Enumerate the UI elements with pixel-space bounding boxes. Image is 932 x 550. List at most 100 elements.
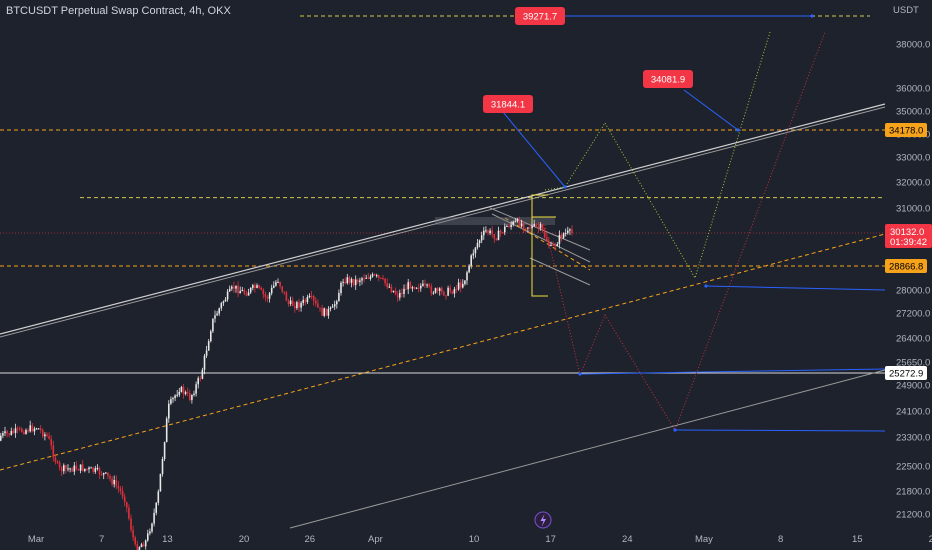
candle-body — [42, 430, 44, 437]
candle-body — [529, 227, 531, 229]
candle-body — [336, 301, 338, 305]
candle-body — [388, 286, 391, 288]
countdown-label: 01:39:42 — [890, 237, 927, 248]
candle-body — [142, 544, 145, 547]
candle-body — [390, 286, 393, 293]
candle-body — [501, 232, 504, 234]
candle-body — [296, 302, 298, 309]
candle-body — [96, 467, 99, 469]
candle-body — [268, 293, 271, 299]
candle-body — [495, 238, 498, 241]
candle-body — [434, 288, 437, 293]
candle-body — [394, 290, 397, 295]
current-price-box — [885, 224, 932, 248]
candle-body — [331, 306, 334, 308]
candle-body — [499, 230, 502, 233]
candle-body — [308, 295, 311, 298]
candle-body — [506, 225, 508, 227]
candle-body — [462, 283, 464, 288]
trendline-upper-a — [0, 103, 886, 335]
candle-body — [205, 350, 208, 356]
candle-body — [323, 308, 325, 316]
x-tick-label: May — [695, 534, 713, 545]
candle-body — [464, 280, 466, 284]
anchor-dot — [704, 284, 708, 288]
candle-body — [233, 286, 235, 289]
candle-body — [520, 223, 523, 227]
candle-body — [266, 296, 269, 299]
candle-body — [275, 282, 277, 286]
candle-body — [256, 285, 258, 288]
candle-body — [350, 278, 353, 283]
candle-body — [168, 403, 170, 419]
candle-body — [212, 318, 214, 332]
candle-body — [56, 461, 59, 463]
candle-body — [453, 288, 456, 294]
candle-body — [325, 308, 328, 316]
candle-body — [48, 435, 50, 439]
x-tick-label: Mar — [28, 534, 44, 545]
candle-body — [195, 384, 197, 394]
candle-body — [170, 399, 172, 404]
candle-body — [88, 467, 90, 470]
target-marker-pill[interactable] — [643, 70, 693, 88]
candle-body — [348, 277, 351, 283]
candle-body — [317, 303, 319, 308]
x-tick-label: 24 — [622, 534, 633, 545]
candle-body — [184, 392, 187, 394]
candle-body — [186, 392, 189, 394]
candle-body — [60, 467, 63, 472]
candle-body — [487, 230, 489, 234]
candle-body — [373, 274, 376, 276]
x-tick-label: Apr — [368, 534, 383, 545]
x-tick-label: 26 — [304, 534, 315, 545]
candle-body — [367, 277, 370, 279]
candle-body — [144, 540, 147, 547]
price-label-box — [885, 366, 927, 380]
candle-body — [247, 292, 250, 296]
candle-body — [298, 302, 300, 308]
anchor-dot — [810, 14, 814, 18]
candle-body — [155, 502, 157, 513]
candle-body — [445, 295, 447, 297]
candle-body — [44, 434, 46, 437]
desc-channel-a — [489, 207, 591, 251]
candle-body — [23, 431, 25, 435]
candle-body — [365, 277, 367, 279]
candle-body — [527, 227, 529, 229]
candle-body — [352, 278, 355, 286]
y-tick-label: 36000.0 — [896, 84, 930, 95]
target-marker-pill[interactable] — [483, 95, 533, 113]
candle-body — [218, 308, 220, 314]
candle-body — [371, 274, 374, 277]
candle-body — [178, 391, 181, 395]
candle-body — [550, 244, 552, 246]
candle-body — [107, 472, 109, 476]
candle-body — [237, 285, 239, 294]
candle-body — [531, 225, 533, 229]
candle-body — [449, 287, 451, 292]
price-label-box — [885, 123, 927, 137]
candle-body — [411, 287, 414, 289]
axis-currency: USDT — [893, 5, 919, 16]
y-tick-label: 33000.0 — [896, 153, 930, 164]
desc-channel-orange — [504, 217, 591, 271]
candle-body — [283, 291, 286, 293]
candle-body — [306, 297, 309, 303]
candle-body — [6, 431, 8, 434]
x-tick-label: 20 — [239, 534, 250, 545]
candle-body — [119, 488, 122, 491]
candle-body — [79, 464, 82, 471]
target-marker-label: 34081.9 — [651, 75, 685, 86]
candle-body — [153, 512, 155, 524]
y-tick-label: 21200.0 — [896, 510, 930, 521]
y-tick-label: 21800.0 — [896, 487, 930, 498]
candle-body — [98, 467, 101, 475]
target-marker-pill[interactable] — [515, 7, 565, 25]
candle-body — [239, 291, 241, 294]
price-label-text: 25272.9 — [889, 369, 923, 380]
candle-body — [468, 265, 470, 273]
candle-body — [552, 244, 554, 246]
candle-body — [548, 241, 550, 246]
